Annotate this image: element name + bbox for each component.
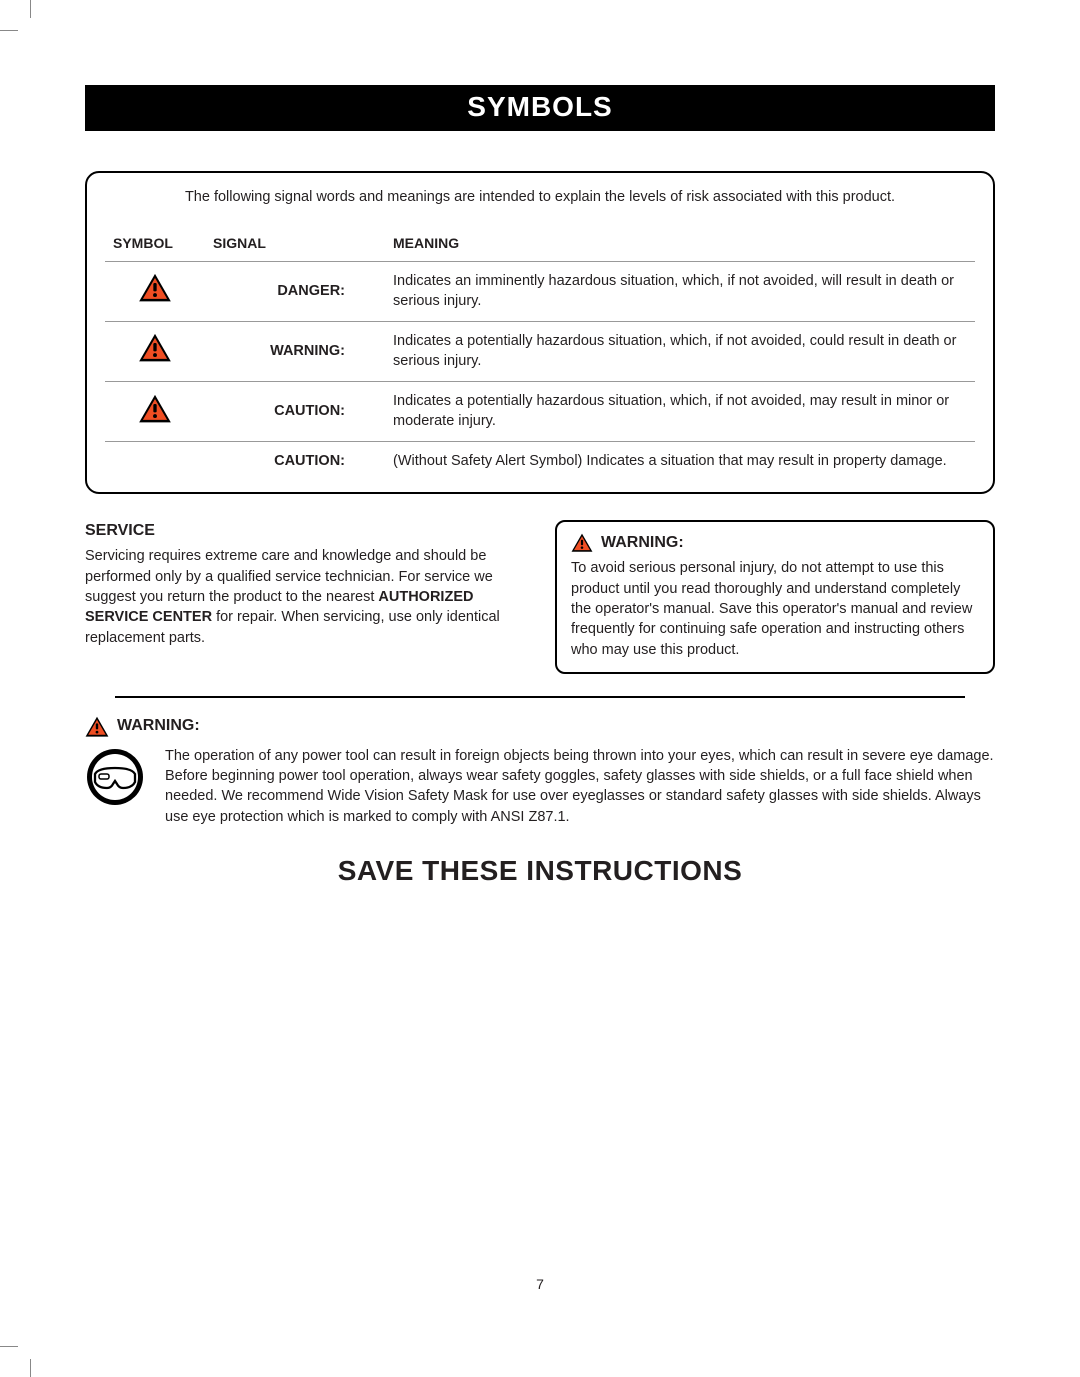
meaning-cell: Indicates an imminently hazardous situat…	[385, 262, 975, 322]
alert-triangle-icon	[138, 394, 172, 424]
alert-triangle-icon	[85, 716, 107, 736]
bottom-warning-text: The operation of any power tool can resu…	[165, 746, 995, 827]
service-section: SERVICE Servicing requires extreme care …	[85, 520, 525, 648]
page-content: SYMBOLS The following signal words and m…	[85, 85, 995, 1292]
save-instructions-heading: SAVE THESE INSTRUCTIONS	[85, 855, 995, 887]
signal-cell: DANGER:	[205, 262, 385, 322]
service-text: Servicing requires extreme care and know…	[85, 546, 525, 647]
bottom-warning-body: The operation of any power tool can resu…	[85, 746, 995, 827]
th-signal: SIGNAL	[205, 229, 385, 262]
warning-callout-box: WARNING: To avoid serious personal injur…	[555, 520, 995, 674]
warning-box-column: WARNING: To avoid serious personal injur…	[555, 520, 995, 674]
signal-cell: CAUTION:	[205, 382, 385, 442]
signal-cell: CAUTION:	[205, 442, 385, 482]
table-row: DANGER:Indicates an imminently hazardous…	[105, 262, 975, 322]
meaning-cell: Indicates a potentially hazardous situat…	[385, 382, 975, 442]
service-heading: SERVICE	[85, 520, 525, 542]
table-row: CAUTION:(Without Safety Alert Symbol) In…	[105, 442, 975, 482]
alert-triangle-icon	[138, 333, 172, 363]
th-symbol: SYMBOL	[105, 229, 205, 262]
warning-box-heading-row: WARNING:	[571, 532, 979, 554]
divider-rule	[115, 696, 965, 698]
meaning-cell: Indicates a potentially hazardous situat…	[385, 322, 975, 382]
signal-table: SYMBOL SIGNAL MEANING DANGER:Indicates a…	[105, 229, 975, 482]
table-row: CAUTION:Indicates a potentially hazardou…	[105, 382, 975, 442]
symbol-cell	[105, 382, 205, 442]
signal-cell: WARNING:	[205, 322, 385, 382]
alert-triangle-icon	[571, 533, 593, 553]
bottom-warning-section: WARNING: The operation of any power tool…	[85, 716, 995, 827]
table-row: WARNING:Indicates a potentially hazardou…	[105, 322, 975, 382]
symbol-cell	[105, 442, 205, 482]
signal-words-box: The following signal words and meanings …	[85, 171, 995, 494]
two-column-section: SERVICE Servicing requires extreme care …	[85, 520, 995, 674]
symbol-cell	[105, 262, 205, 322]
symbol-cell	[105, 322, 205, 382]
bottom-warning-heading: WARNING:	[117, 717, 200, 735]
th-meaning: MEANING	[385, 229, 975, 262]
meaning-cell: (Without Safety Alert Symbol) Indicates …	[385, 442, 975, 482]
warning-box-heading: WARNING:	[601, 532, 684, 554]
warning-box-text: To avoid serious personal injury, do not…	[571, 558, 979, 659]
bottom-warning-heading-row: WARNING:	[85, 716, 995, 736]
alert-triangle-icon	[138, 273, 172, 303]
page-title: SYMBOLS	[85, 85, 995, 131]
intro-text: The following signal words and meanings …	[105, 189, 975, 205]
page-number: 7	[85, 1276, 995, 1292]
goggles-icon	[85, 746, 145, 808]
